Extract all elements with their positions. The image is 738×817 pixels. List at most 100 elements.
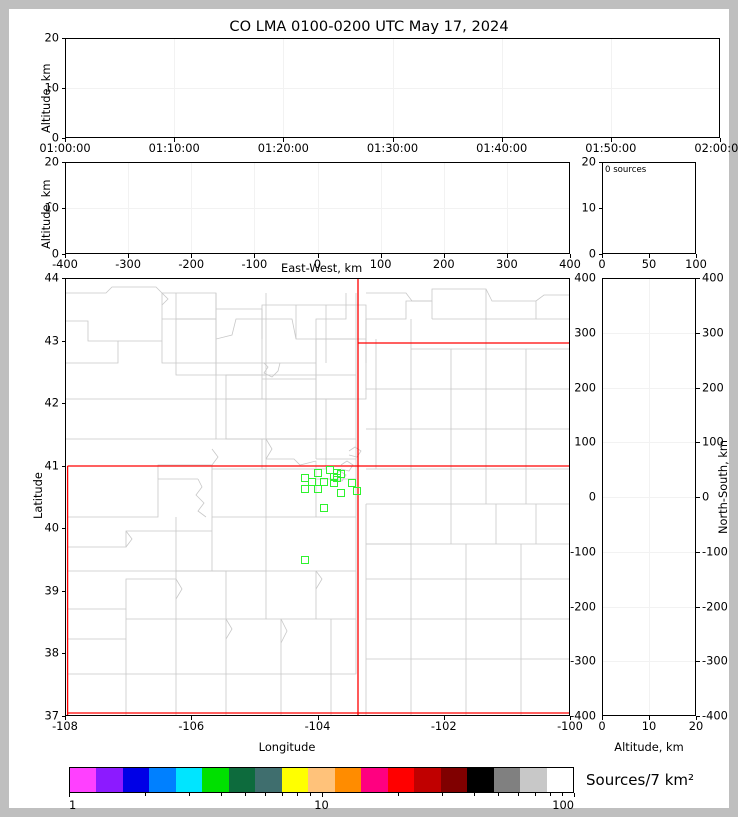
colorbar-minor-tick (221, 793, 223, 796)
colorbar-minor-tick (245, 793, 247, 796)
time-height-xticklabel: 01:20:00 (257, 141, 309, 155)
north-south-gridline-h (603, 606, 695, 608)
altitude-hist-xtick (696, 254, 697, 258)
map-data-point (336, 489, 345, 498)
map-xtick (570, 716, 571, 720)
north-south-yticklabel-left: 400 (574, 270, 596, 285)
colorbar-ticklabel: 100 (552, 798, 574, 812)
north-south-ytick (696, 497, 700, 498)
time-height-yticklabel: 20 (44, 30, 60, 45)
colorbar-swatch (520, 768, 547, 792)
north-south-yticklabel-left: -100 (570, 544, 596, 559)
altitude-hist-ytick (598, 254, 602, 255)
altitude-hist-ytick (598, 208, 602, 209)
colorbar-swatch (440, 768, 468, 792)
north-south-yticklabel-left: 0 (588, 489, 596, 504)
altitude-hist-xticklabel: 100 (685, 257, 707, 271)
map-yticklabel: 43 (44, 332, 60, 347)
colorbar-minor-tick (282, 793, 284, 796)
map-yticklabel: 42 (44, 395, 60, 410)
colorbar-minor-tick (441, 793, 443, 796)
colorbar-swatch (546, 768, 573, 792)
colorbar-tick (321, 793, 323, 797)
colorbar-swatch (255, 768, 282, 792)
map-xtick (191, 716, 193, 720)
map-data-point (320, 477, 329, 486)
time-height-yticklabel: 0 (51, 130, 59, 145)
map-ytick (61, 590, 65, 592)
east-west-xtick (506, 254, 508, 258)
colorbar-minor-tick (397, 793, 399, 796)
map-ytick (61, 340, 65, 342)
map-yticklabel: 39 (44, 583, 60, 598)
map-data-point (353, 486, 362, 495)
colorbar-swatch (414, 768, 441, 792)
north-south-yticklabel-left: -300 (570, 653, 596, 668)
colorbar-tick (574, 793, 575, 797)
altitude-hist-xtick (602, 254, 603, 258)
north-south-xticklabel: 10 (641, 719, 657, 733)
east-west-xticklabel: -400 (52, 257, 78, 271)
north-south-yticklabel: 200 (702, 379, 724, 394)
map-ytick (61, 716, 65, 717)
north-south-gridline-h (603, 387, 695, 389)
east-west-xticklabel: 400 (559, 257, 581, 271)
time-height-xticklabel: 01:10:00 (148, 141, 200, 155)
colorbar-swatch (387, 768, 415, 792)
east-west-xtick (254, 254, 256, 258)
time-height-xticklabel: 02:00:00 (694, 141, 738, 155)
north-south-yticklabel-left: 200 (574, 379, 596, 394)
map-data-point (347, 478, 356, 487)
altitude-hist-ytick (598, 162, 602, 163)
colorbar[interactable] (69, 767, 574, 793)
north-south-yticklabel-left: -400 (570, 708, 596, 723)
north-south-ytick (696, 442, 700, 444)
map-ytick (61, 278, 65, 279)
colorbar-swatch (281, 768, 309, 792)
time-height-xticklabel: 01:00:00 (39, 141, 91, 155)
north-south-ytick (696, 332, 700, 334)
time-height-xticklabel: 01:40:00 (476, 141, 528, 155)
map-data-point (329, 478, 338, 487)
east-west-yticklabel: 20 (44, 154, 60, 169)
colorbar-swatch (334, 768, 362, 792)
east-west-gridline-h (66, 208, 569, 209)
map-xticklabel: -106 (178, 719, 205, 733)
north-south-yticklabel: -100 (702, 544, 728, 559)
map-yticklabel: 44 (44, 270, 60, 285)
map-xticklabel: -100 (557, 719, 583, 733)
north-south-yticklabel-left: 100 (574, 434, 596, 449)
north-south-xticklabel: 20 (688, 719, 704, 733)
colorbar-title: Sources/7 km² (586, 771, 695, 789)
north-south-yticklabel: -400 (702, 708, 728, 723)
colorbar-minor-tick (265, 793, 267, 796)
east-west-xtick (191, 254, 193, 258)
map-yticklabel: 38 (44, 645, 60, 660)
altitude-hist-xticklabel: 50 (641, 257, 657, 271)
east-west-xtick (65, 254, 66, 258)
east-west-xticklabel: 200 (432, 257, 455, 271)
north-south-xticklabel: 0 (598, 719, 606, 733)
east-west-xticklabel: 0 (313, 257, 322, 271)
north-south-ylabel: North-South, km (716, 439, 730, 534)
north-south-gridline-h (603, 551, 695, 553)
north-south-ytick (696, 716, 700, 717)
colorbar-ticklabel: 10 (314, 798, 329, 812)
colorbar-minor-tick (297, 793, 299, 796)
east-west-xticklabel: -300 (115, 257, 142, 271)
time-height-ylabel: Altitude, km (39, 63, 53, 133)
colorbar-minor-tick (497, 793, 499, 796)
map-data-point (330, 472, 339, 481)
colorbar-minor-tick (189, 793, 191, 796)
north-south-yticklabel: 0 (702, 489, 710, 504)
altitude-hist-yticklabel: 10 (581, 200, 597, 215)
east-west-yticklabel: 0 (51, 246, 59, 261)
north-south-ytick (696, 551, 700, 553)
east-west-xticklabel: -200 (178, 257, 205, 271)
map-panel[interactable] (65, 278, 570, 716)
altitude-histogram-panel[interactable] (602, 162, 696, 254)
colorbar-minor-tick (309, 793, 311, 796)
north-south-yticklabel-left: 300 (574, 325, 596, 340)
north-south-yticklabel-left: -200 (570, 598, 596, 613)
time-height-xtick (720, 138, 721, 142)
